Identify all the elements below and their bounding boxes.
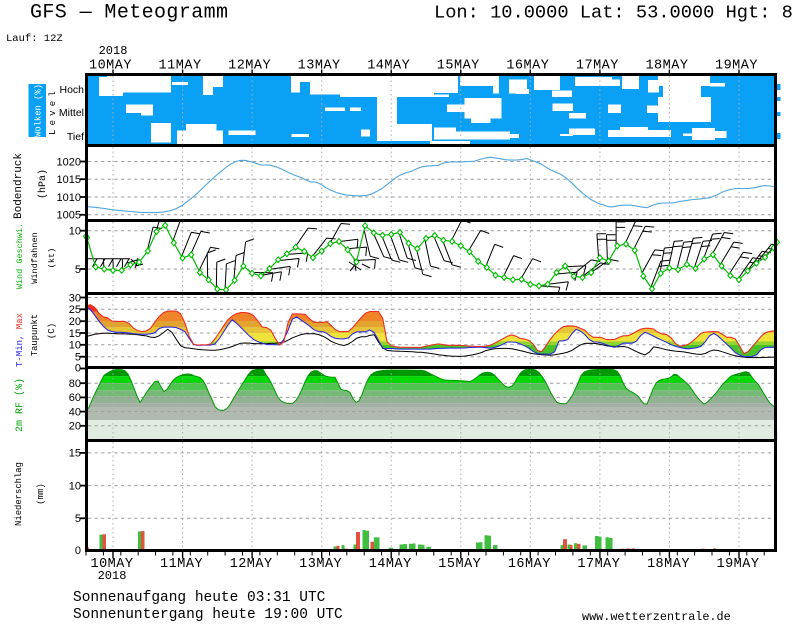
svg-text:Wind Geschwi.: Wind Geschwi.	[15, 223, 25, 289]
svg-text:Niederschlag: Niederschlag	[14, 462, 24, 526]
svg-text:2018: 2018	[98, 569, 127, 583]
svg-text:15: 15	[69, 328, 81, 340]
svg-text:(C): (C)	[47, 323, 57, 339]
svg-text:18MAY: 18MAY	[645, 59, 688, 74]
svg-text:60: 60	[69, 392, 81, 404]
svg-text:12MAY: 12MAY	[230, 557, 273, 572]
svg-text:18MAY: 18MAY	[647, 557, 690, 572]
svg-text:11MAY: 11MAY	[159, 59, 202, 74]
svg-text:Hoch: Hoch	[59, 84, 84, 96]
svg-text:20: 20	[69, 421, 81, 433]
svg-text:T-Min, Max: T-Min, Max	[15, 313, 25, 367]
svg-text:13MAY: 13MAY	[298, 59, 341, 74]
svg-text:(mm): (mm)	[36, 483, 46, 505]
svg-text:25: 25	[69, 304, 81, 316]
svg-text:16MAY: 16MAY	[508, 557, 551, 572]
svg-text:Wolken (%): Wolken (%)	[34, 84, 44, 137]
svg-text:40: 40	[69, 406, 81, 418]
svg-text:5: 5	[75, 513, 81, 525]
svg-text:5: 5	[75, 264, 81, 276]
svg-text:(hPa): (hPa)	[37, 169, 49, 199]
svg-text:10: 10	[69, 226, 81, 238]
svg-text:2018: 2018	[99, 44, 128, 58]
svg-text:Windfahnen: Windfahnen	[30, 232, 40, 284]
svg-text:GFS — Meteogramm: GFS — Meteogramm	[30, 2, 228, 25]
svg-text:Sonnenaufgang heute 03:31 UTC: Sonnenaufgang heute 03:31 UTC	[73, 590, 326, 606]
svg-text:0: 0	[75, 363, 81, 375]
svg-text:(kt): (kt)	[47, 248, 57, 269]
svg-text:14MAY: 14MAY	[367, 59, 410, 74]
svg-text:1015: 1015	[57, 174, 81, 186]
svg-text:0: 0	[75, 545, 81, 557]
svg-text:15: 15	[69, 448, 81, 460]
svg-text:10: 10	[69, 480, 81, 492]
svg-text:17MAY: 17MAY	[577, 557, 620, 572]
svg-text:Tief: Tief	[67, 131, 84, 143]
svg-text:16MAY: 16MAY	[506, 59, 549, 74]
svg-text:14MAY: 14MAY	[369, 557, 412, 572]
svg-text:Mittel: Mittel	[59, 107, 84, 119]
svg-text:10: 10	[69, 340, 81, 352]
svg-text:30: 30	[69, 292, 81, 304]
svg-text:15MAY: 15MAY	[437, 59, 480, 74]
svg-text:2m RF (%): 2m RF (%)	[14, 378, 26, 432]
svg-text:10MAY: 10MAY	[89, 59, 132, 74]
svg-text:Bodendruck: Bodendruck	[13, 153, 25, 219]
svg-text:Sonnenuntergang heute 19:00 UT: Sonnenuntergang heute 19:00 UTC	[73, 607, 343, 623]
svg-text:12MAY: 12MAY	[228, 59, 271, 74]
svg-text:15MAY: 15MAY	[438, 557, 481, 572]
svg-text:5: 5	[75, 351, 81, 363]
svg-text:1020: 1020	[57, 156, 81, 168]
svg-text:Taupunkt: Taupunkt	[30, 314, 40, 356]
svg-text:17MAY: 17MAY	[576, 59, 619, 74]
svg-text:1010: 1010	[57, 192, 81, 204]
svg-text:19MAY: 19MAY	[715, 59, 758, 74]
svg-text:20: 20	[69, 316, 81, 328]
svg-text:11MAY: 11MAY	[160, 557, 203, 572]
svg-text:Level: Level	[48, 87, 58, 135]
svg-text:Lauf: 12Z: Lauf: 12Z	[6, 33, 63, 45]
svg-text:13MAY: 13MAY	[299, 557, 342, 572]
svg-text:19MAY: 19MAY	[716, 557, 759, 572]
svg-text:1005: 1005	[57, 210, 81, 222]
svg-text:80: 80	[69, 378, 81, 390]
svg-text:Lon: 10.0000 Lat: 53.0000 Hgt:: Lon: 10.0000 Lat: 53.0000 Hgt: 8	[434, 2, 793, 24]
svg-text:10MAY: 10MAY	[90, 557, 133, 572]
svg-text:www.wetterzentrale.de: www.wetterzentrale.de	[582, 610, 731, 624]
